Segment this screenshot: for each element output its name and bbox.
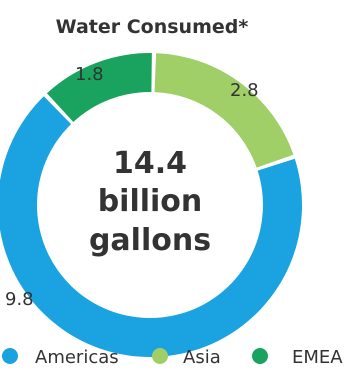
center-total-unit-1: billion bbox=[98, 184, 203, 219]
legend-label-emea: EMEA bbox=[292, 347, 343, 368]
legend: Americas Asia EMEA bbox=[2, 347, 343, 368]
slice-emea bbox=[46, 53, 152, 122]
center-total-unit-2: gallons bbox=[89, 223, 211, 258]
center-total-value: 14.4 bbox=[113, 146, 187, 181]
data-label-emea: 1.8 bbox=[75, 64, 104, 85]
data-label-americas: 9.8 bbox=[5, 289, 34, 310]
donut-slices bbox=[0, 53, 302, 357]
legend-swatch-emea bbox=[252, 348, 268, 364]
slice-asia bbox=[154, 53, 294, 168]
legend-label-americas: Americas bbox=[35, 347, 119, 368]
data-label-asia: 2.8 bbox=[230, 80, 259, 101]
slice-americas bbox=[0, 96, 302, 357]
chart-title: Water Consumed* bbox=[56, 16, 249, 38]
legend-swatch-asia bbox=[152, 348, 168, 364]
legend-label-asia: Asia bbox=[183, 347, 221, 368]
legend-swatch-americas bbox=[2, 348, 18, 364]
